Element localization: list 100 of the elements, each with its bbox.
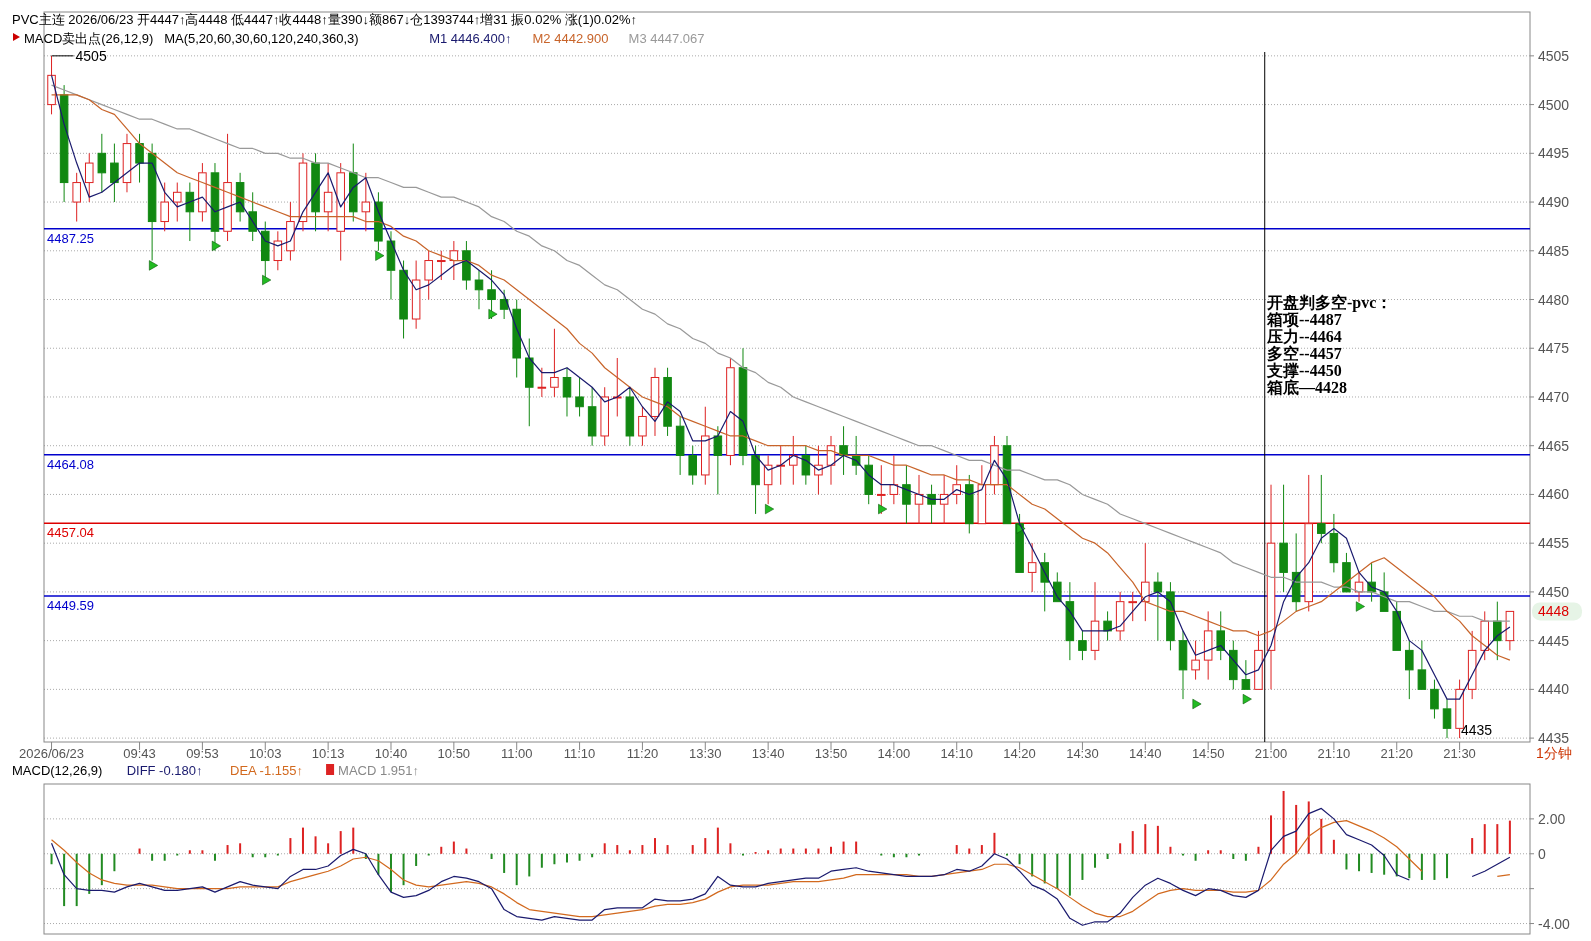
bar [980,845,983,854]
candlestick [613,357,622,417]
candlestick [1430,679,1439,720]
candlestick [59,84,69,203]
candlestick [902,464,911,525]
candlestick [1442,698,1452,739]
bar [855,841,858,854]
x-tick-label: 11:10 [563,746,596,761]
candlestick [235,172,245,223]
ref-line-label: 4449.59 [47,597,94,613]
y-tick-label: 4500 [1538,96,1570,113]
bar [151,853,154,861]
annotation: 支撑--4450 [1265,362,1342,379]
candlestick [1103,610,1112,642]
candlestick [587,386,597,447]
candlestick [424,250,433,301]
y-tick-label: 4460 [1538,486,1570,503]
point [149,260,158,271]
x-tick-label: 13:50 [814,746,848,761]
candlestick [273,230,283,271]
annotation: 箱项--4487 [1265,311,1342,328]
x-tick-label: 13:30 [689,746,722,761]
x-tick-label: 10:50 [437,746,471,761]
bar [1056,853,1059,889]
bar [842,841,845,854]
candlestick [1153,571,1163,642]
y-tick-label: 4505 [1538,47,1570,64]
bar [553,853,556,865]
x-tick-label: 14:00 [877,746,911,761]
candlestick [286,201,295,262]
candlestick [122,133,132,193]
bar [1031,853,1034,877]
x-tick-label: 11:20 [626,746,659,761]
bar [779,848,782,854]
bar [804,848,807,854]
x-tick-label: 14:50 [1191,746,1225,761]
candlestick [311,152,320,232]
bar [603,843,606,854]
bar [490,853,493,859]
bar [1295,804,1298,854]
bar [1207,850,1210,854]
candlestick [789,435,798,486]
x-tick-label: 10:40 [374,746,408,761]
bar [704,838,707,854]
y-tick-label: 4470 [1538,388,1570,405]
candlestick [550,328,559,398]
y-tick-label: 4485 [1538,242,1570,259]
candlestick [72,172,81,223]
candlestick [575,376,584,417]
candlestick [600,386,609,447]
bar [1358,853,1361,872]
bar [691,845,694,854]
bar [113,853,116,872]
bar [440,846,443,854]
bar [1018,853,1021,865]
candlestick [97,133,107,193]
bar [465,848,468,854]
candlestick [801,445,811,486]
annotation: 多空--4457 [1266,345,1342,362]
y-tick-label: 4440 [1538,681,1570,698]
bar [955,845,958,854]
candlestick [525,338,534,427]
point [878,503,888,515]
candlestick [1329,513,1339,573]
ref-line-label: 4487.25 [47,230,94,246]
point [211,240,221,252]
y-tick-label: 4450 [1538,583,1570,600]
candlestick [927,484,936,525]
x-tick-label: 10:13 [311,746,345,761]
point [765,503,774,515]
candlestick [1279,484,1288,593]
point [262,274,272,286]
bar [528,853,531,877]
candlestick [1065,581,1075,661]
candlestick [864,454,873,505]
candlestick [110,143,119,203]
candlestick [688,445,697,486]
ref-line-label: 4457.04 [47,525,94,541]
annotation: 箱底—4428 [1265,379,1347,396]
bar [1320,818,1323,854]
bar [817,848,820,854]
candlestick [675,415,685,476]
candlestick [223,133,232,242]
candlestick [713,425,723,495]
bar [1282,790,1285,854]
candlestick [198,162,207,223]
bar [968,848,971,854]
bar [1257,846,1260,854]
candlestick [411,260,421,330]
bar [1370,853,1373,873]
candlestick [361,172,371,232]
bar [163,853,166,861]
bar [1232,853,1235,859]
bar [1043,853,1046,884]
annotation: 4505 [75,47,107,64]
bar [452,841,455,854]
candlestick [663,367,672,437]
bar [201,850,204,854]
text: DIFF -0.180↑ [126,763,203,778]
candlestick [1166,581,1175,651]
